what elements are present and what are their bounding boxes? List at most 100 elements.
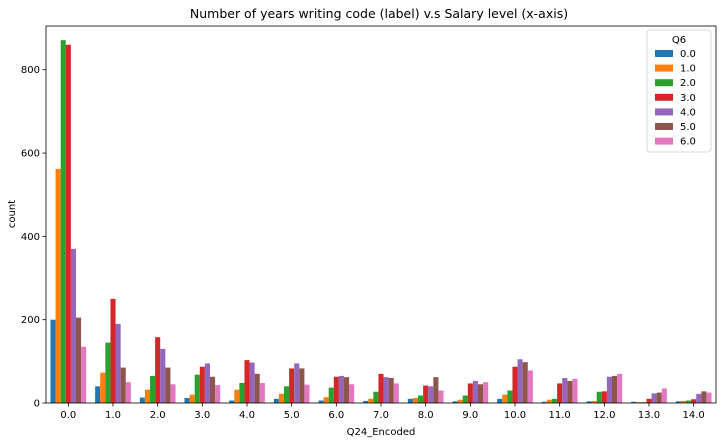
bar [412, 398, 418, 403]
bar [656, 392, 662, 403]
bar [215, 385, 221, 403]
y-tick-label: 200 [21, 315, 40, 326]
x-tick-label: 0.0 [60, 410, 76, 421]
bar [289, 368, 295, 403]
bar [423, 385, 429, 403]
bar [209, 376, 216, 403]
bar [483, 382, 489, 403]
bar [318, 400, 324, 403]
bar [428, 386, 434, 403]
bar [631, 401, 637, 403]
bar [606, 376, 612, 403]
bar [527, 370, 533, 403]
legend-entry-label: 5.0 [680, 122, 696, 133]
x-tick-label: 12.0 [593, 410, 615, 421]
bar [546, 399, 552, 403]
bar [675, 401, 681, 403]
legend-entry-label: 3.0 [680, 93, 696, 104]
bar [234, 389, 240, 403]
legend-swatch [655, 50, 673, 57]
x-tick-label: 13.0 [638, 410, 660, 421]
x-tick-label: 14.0 [683, 410, 705, 421]
bar [349, 384, 355, 403]
bar [323, 397, 329, 403]
legend-swatch [655, 108, 673, 116]
bar [60, 40, 66, 403]
bar [517, 359, 523, 403]
bar [691, 399, 697, 403]
bar [591, 400, 597, 403]
bar [378, 373, 384, 403]
x-tick-label: 6.0 [328, 410, 344, 421]
legend-swatch [655, 123, 673, 130]
bar [641, 402, 647, 403]
y-tick-label: 400 [21, 232, 40, 243]
bar [160, 348, 166, 403]
bar [407, 398, 413, 403]
bar [144, 389, 150, 403]
bar [646, 398, 652, 403]
x-tick-label: 10.0 [504, 410, 526, 421]
bar [249, 362, 255, 403]
y-tick-label: 0 [34, 399, 40, 410]
bar [338, 375, 344, 403]
bar [100, 372, 106, 403]
bar [239, 383, 245, 403]
bar [363, 400, 369, 403]
x-tick-label: 4.0 [239, 410, 255, 421]
bar [150, 375, 156, 403]
bar [383, 377, 389, 403]
bar [110, 298, 116, 403]
x-tick-label: 9.0 [462, 410, 478, 421]
bar [70, 248, 76, 403]
bar [105, 342, 111, 403]
bar [254, 373, 260, 403]
bar [120, 367, 126, 403]
bar [189, 394, 195, 403]
bar [170, 384, 176, 403]
bar [55, 168, 61, 403]
y-tick-label: 600 [21, 149, 40, 160]
bar [115, 323, 121, 403]
bar [611, 375, 618, 403]
x-tick-label: 5.0 [284, 410, 300, 421]
bar [706, 392, 712, 403]
bar [244, 360, 250, 403]
bar [601, 391, 607, 403]
bar [75, 317, 82, 403]
bar [433, 377, 439, 403]
bar [81, 346, 87, 403]
bar [273, 398, 279, 403]
bar [165, 367, 171, 403]
bar [467, 383, 473, 403]
legend-entry-label: 4.0 [680, 107, 696, 118]
y-axis-label: count [7, 200, 18, 228]
bar [686, 400, 692, 403]
legend-swatch [655, 93, 673, 101]
bar [328, 387, 334, 403]
legend-entry-label: 0.0 [680, 49, 696, 60]
bar [562, 378, 568, 403]
bar [462, 395, 468, 403]
x-tick-label: 1.0 [105, 410, 121, 421]
bar [229, 400, 235, 403]
bar [95, 386, 101, 403]
bar [199, 366, 205, 403]
bar [541, 401, 547, 403]
x-tick-label: 3.0 [194, 410, 210, 421]
bar [304, 384, 310, 403]
bar [522, 362, 528, 403]
x-axis-label: Q24_Encoded [347, 427, 416, 438]
bar [596, 391, 602, 403]
bar [586, 401, 592, 403]
bar [65, 44, 71, 403]
x-tick-label: 2.0 [150, 410, 166, 421]
y-tick-label: 800 [21, 65, 40, 76]
bar [507, 390, 513, 403]
bar [472, 380, 478, 403]
bar [388, 378, 394, 403]
bar [497, 398, 503, 403]
bar [696, 393, 702, 403]
bar [617, 373, 623, 403]
